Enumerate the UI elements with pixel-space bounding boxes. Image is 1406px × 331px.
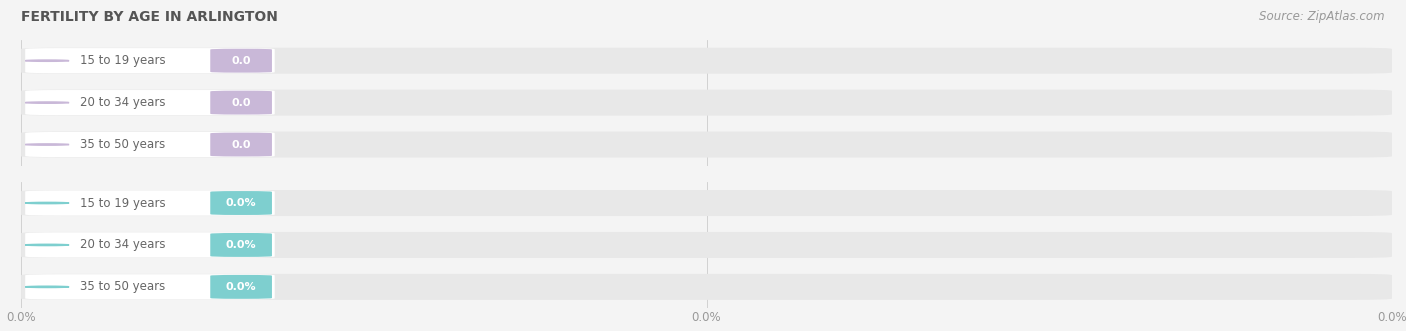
FancyBboxPatch shape xyxy=(25,232,274,258)
Circle shape xyxy=(25,102,69,103)
FancyBboxPatch shape xyxy=(211,133,271,157)
FancyBboxPatch shape xyxy=(211,191,271,215)
Circle shape xyxy=(25,202,69,204)
Text: 0.0: 0.0 xyxy=(232,140,250,150)
FancyBboxPatch shape xyxy=(21,48,1392,74)
Text: 35 to 50 years: 35 to 50 years xyxy=(80,138,166,151)
FancyBboxPatch shape xyxy=(25,190,274,215)
FancyBboxPatch shape xyxy=(25,274,274,300)
Text: Source: ZipAtlas.com: Source: ZipAtlas.com xyxy=(1260,10,1385,23)
Circle shape xyxy=(25,244,69,246)
FancyBboxPatch shape xyxy=(25,48,274,73)
Circle shape xyxy=(25,286,69,288)
Text: FERTILITY BY AGE IN ARLINGTON: FERTILITY BY AGE IN ARLINGTON xyxy=(21,10,278,24)
FancyBboxPatch shape xyxy=(21,274,1392,300)
FancyBboxPatch shape xyxy=(25,90,274,115)
Text: 20 to 34 years: 20 to 34 years xyxy=(80,238,166,252)
FancyBboxPatch shape xyxy=(211,233,271,257)
FancyBboxPatch shape xyxy=(211,49,271,72)
FancyBboxPatch shape xyxy=(21,190,1392,216)
FancyBboxPatch shape xyxy=(21,131,1392,158)
Text: 0.0: 0.0 xyxy=(232,98,250,108)
Circle shape xyxy=(25,144,69,145)
Text: 0.0%: 0.0% xyxy=(226,282,256,292)
FancyBboxPatch shape xyxy=(211,275,271,299)
Text: 20 to 34 years: 20 to 34 years xyxy=(80,96,166,109)
Text: 0.0%: 0.0% xyxy=(226,240,256,250)
Text: 0.0: 0.0 xyxy=(232,56,250,66)
FancyBboxPatch shape xyxy=(25,132,274,157)
Text: 0.0%: 0.0% xyxy=(226,198,256,208)
Text: 35 to 50 years: 35 to 50 years xyxy=(80,280,166,293)
FancyBboxPatch shape xyxy=(21,232,1392,258)
FancyBboxPatch shape xyxy=(21,90,1392,116)
Text: 15 to 19 years: 15 to 19 years xyxy=(80,197,166,210)
Circle shape xyxy=(25,60,69,61)
Text: 15 to 19 years: 15 to 19 years xyxy=(80,54,166,67)
FancyBboxPatch shape xyxy=(211,91,271,115)
